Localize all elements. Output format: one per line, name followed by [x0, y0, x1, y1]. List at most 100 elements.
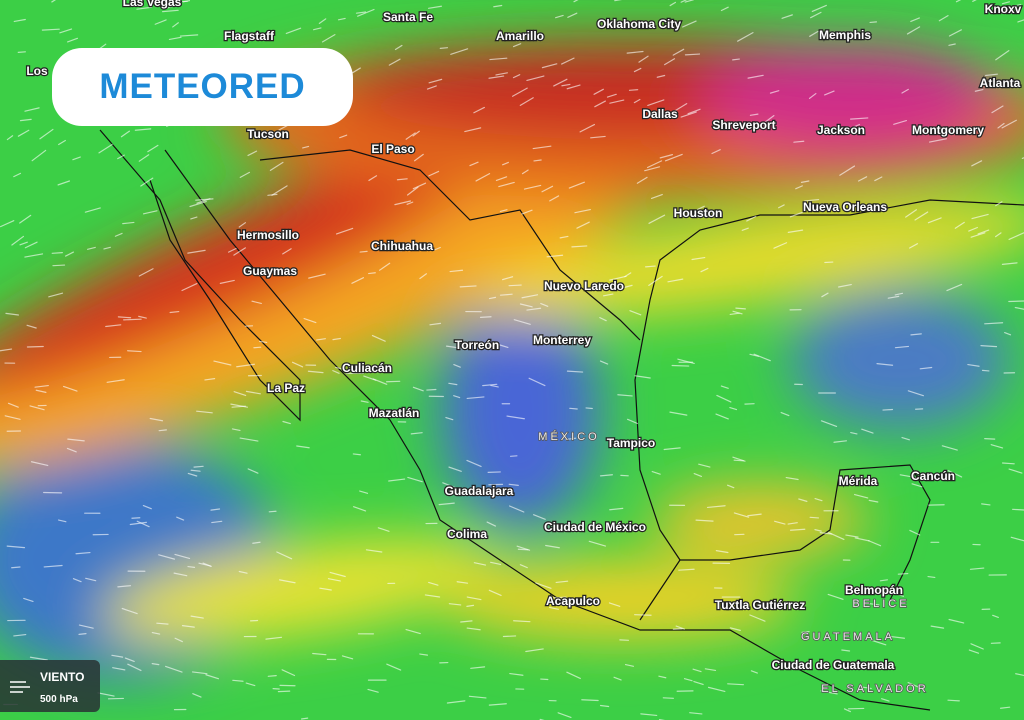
- wind-streak: [827, 593, 844, 600]
- wind-streak: [581, 699, 599, 702]
- wind-streak: [426, 85, 437, 90]
- wind-streak: [245, 682, 256, 687]
- wind-streak: [400, 246, 411, 252]
- wind-streak: [809, 30, 819, 37]
- wind-streak: [970, 232, 986, 238]
- wind-streak: [187, 249, 206, 254]
- wind-streak: [117, 154, 125, 160]
- wind-streak: [429, 322, 442, 326]
- wind-streak: [367, 688, 379, 693]
- wind-streak: [11, 235, 25, 246]
- wind-streak: [555, 14, 564, 19]
- wind-streak: [801, 630, 810, 633]
- wind-streak: [445, 345, 463, 349]
- wind-streak: [526, 307, 542, 311]
- wind-streak: [127, 663, 142, 672]
- wind-streak: [513, 319, 531, 325]
- wind-streak: [388, 58, 401, 66]
- layer-legend[interactable]: VIENTO 500 hPa: [0, 660, 100, 712]
- wind-streak: [720, 6, 729, 12]
- wind-streak: [528, 377, 546, 387]
- city-label: Mérida: [839, 474, 878, 488]
- wind-streak: [1001, 1, 1011, 5]
- wind-streak: [566, 370, 584, 373]
- wind-streak: [540, 302, 549, 307]
- wind-streak: [511, 87, 528, 97]
- wind-streak: [247, 150, 258, 157]
- country-label: MÉXICO: [538, 430, 599, 443]
- wind-streak: [984, 73, 998, 77]
- wind-streak: [26, 345, 44, 348]
- city-label: Amarillo: [496, 29, 544, 43]
- wind-streak: [332, 337, 342, 341]
- wind-streak: [693, 472, 703, 477]
- wind-streak: [499, 209, 508, 212]
- wind-streak: [106, 379, 125, 383]
- wind-streak: [716, 394, 732, 403]
- wind-streak: [473, 106, 485, 114]
- wind-streak: [974, 88, 984, 92]
- wind-streak: [749, 113, 759, 116]
- wind-streak: [114, 232, 123, 237]
- city-label: Oklahoma City: [597, 17, 681, 31]
- city-label: Tampico: [607, 436, 655, 450]
- wind-streak: [585, 407, 593, 410]
- wind-streak: [617, 394, 633, 397]
- wind-streak: [39, 128, 54, 140]
- wind-streak: [450, 48, 469, 55]
- wind-streak: [553, 78, 568, 87]
- city-label: Memphis: [819, 28, 871, 42]
- wind-streak: [98, 143, 113, 154]
- wind-streak: [735, 307, 746, 310]
- wind-streak: [573, 0, 579, 3]
- wind-streak: [5, 312, 20, 316]
- wind-streak: [698, 463, 711, 468]
- wind-streak: [365, 549, 383, 553]
- wind-streak: [671, 364, 690, 367]
- logo[interactable]: METEORED: [52, 48, 353, 126]
- wind-streak: [647, 99, 665, 107]
- wind-streak: [650, 193, 663, 200]
- wind-streak: [461, 531, 473, 537]
- wind-streak: [327, 578, 341, 582]
- city-label: Dallas: [642, 107, 678, 121]
- wind-streak: [519, 97, 534, 106]
- wind-streak: [238, 570, 248, 574]
- city-label: Belmopán: [845, 583, 903, 597]
- wind-streak: [876, 206, 886, 210]
- wind-streak: [124, 657, 135, 663]
- wind-streak: [428, 170, 440, 177]
- wind-streak: [253, 346, 262, 349]
- wind-streak: [593, 88, 604, 95]
- wind-streak: [352, 506, 367, 512]
- wind-streak: [821, 292, 829, 298]
- city-label: Guaymas: [243, 264, 297, 278]
- wind-streak: [737, 32, 754, 42]
- city-label: Shreveport: [712, 118, 775, 132]
- wind-streak: [711, 149, 721, 155]
- wind-streak: [377, 527, 390, 532]
- wind-streak: [405, 132, 416, 140]
- wind-streak: [689, 712, 703, 715]
- wind-streak: [312, 652, 327, 656]
- wind-streak: [238, 222, 247, 228]
- wind-streak: [838, 283, 852, 288]
- wind-streak: [910, 333, 922, 336]
- wind-streak: [640, 713, 658, 717]
- wind-streak: [839, 165, 856, 176]
- wind-streak: [613, 676, 622, 681]
- wind-streak: [808, 92, 817, 99]
- wind-streak: [459, 285, 477, 288]
- wind-streak: [787, 229, 804, 233]
- wind-streak: [616, 284, 633, 290]
- wind-streak: [938, 15, 949, 22]
- wind-streak: [140, 177, 154, 187]
- wind-streak: [117, 585, 132, 588]
- wind-streak: [335, 366, 344, 370]
- wind-streak: [136, 520, 150, 528]
- city-label: Chihuahua: [371, 239, 433, 253]
- wind-streak: [239, 171, 251, 178]
- wind-streak: [24, 253, 44, 258]
- city-label: El Paso: [371, 142, 414, 156]
